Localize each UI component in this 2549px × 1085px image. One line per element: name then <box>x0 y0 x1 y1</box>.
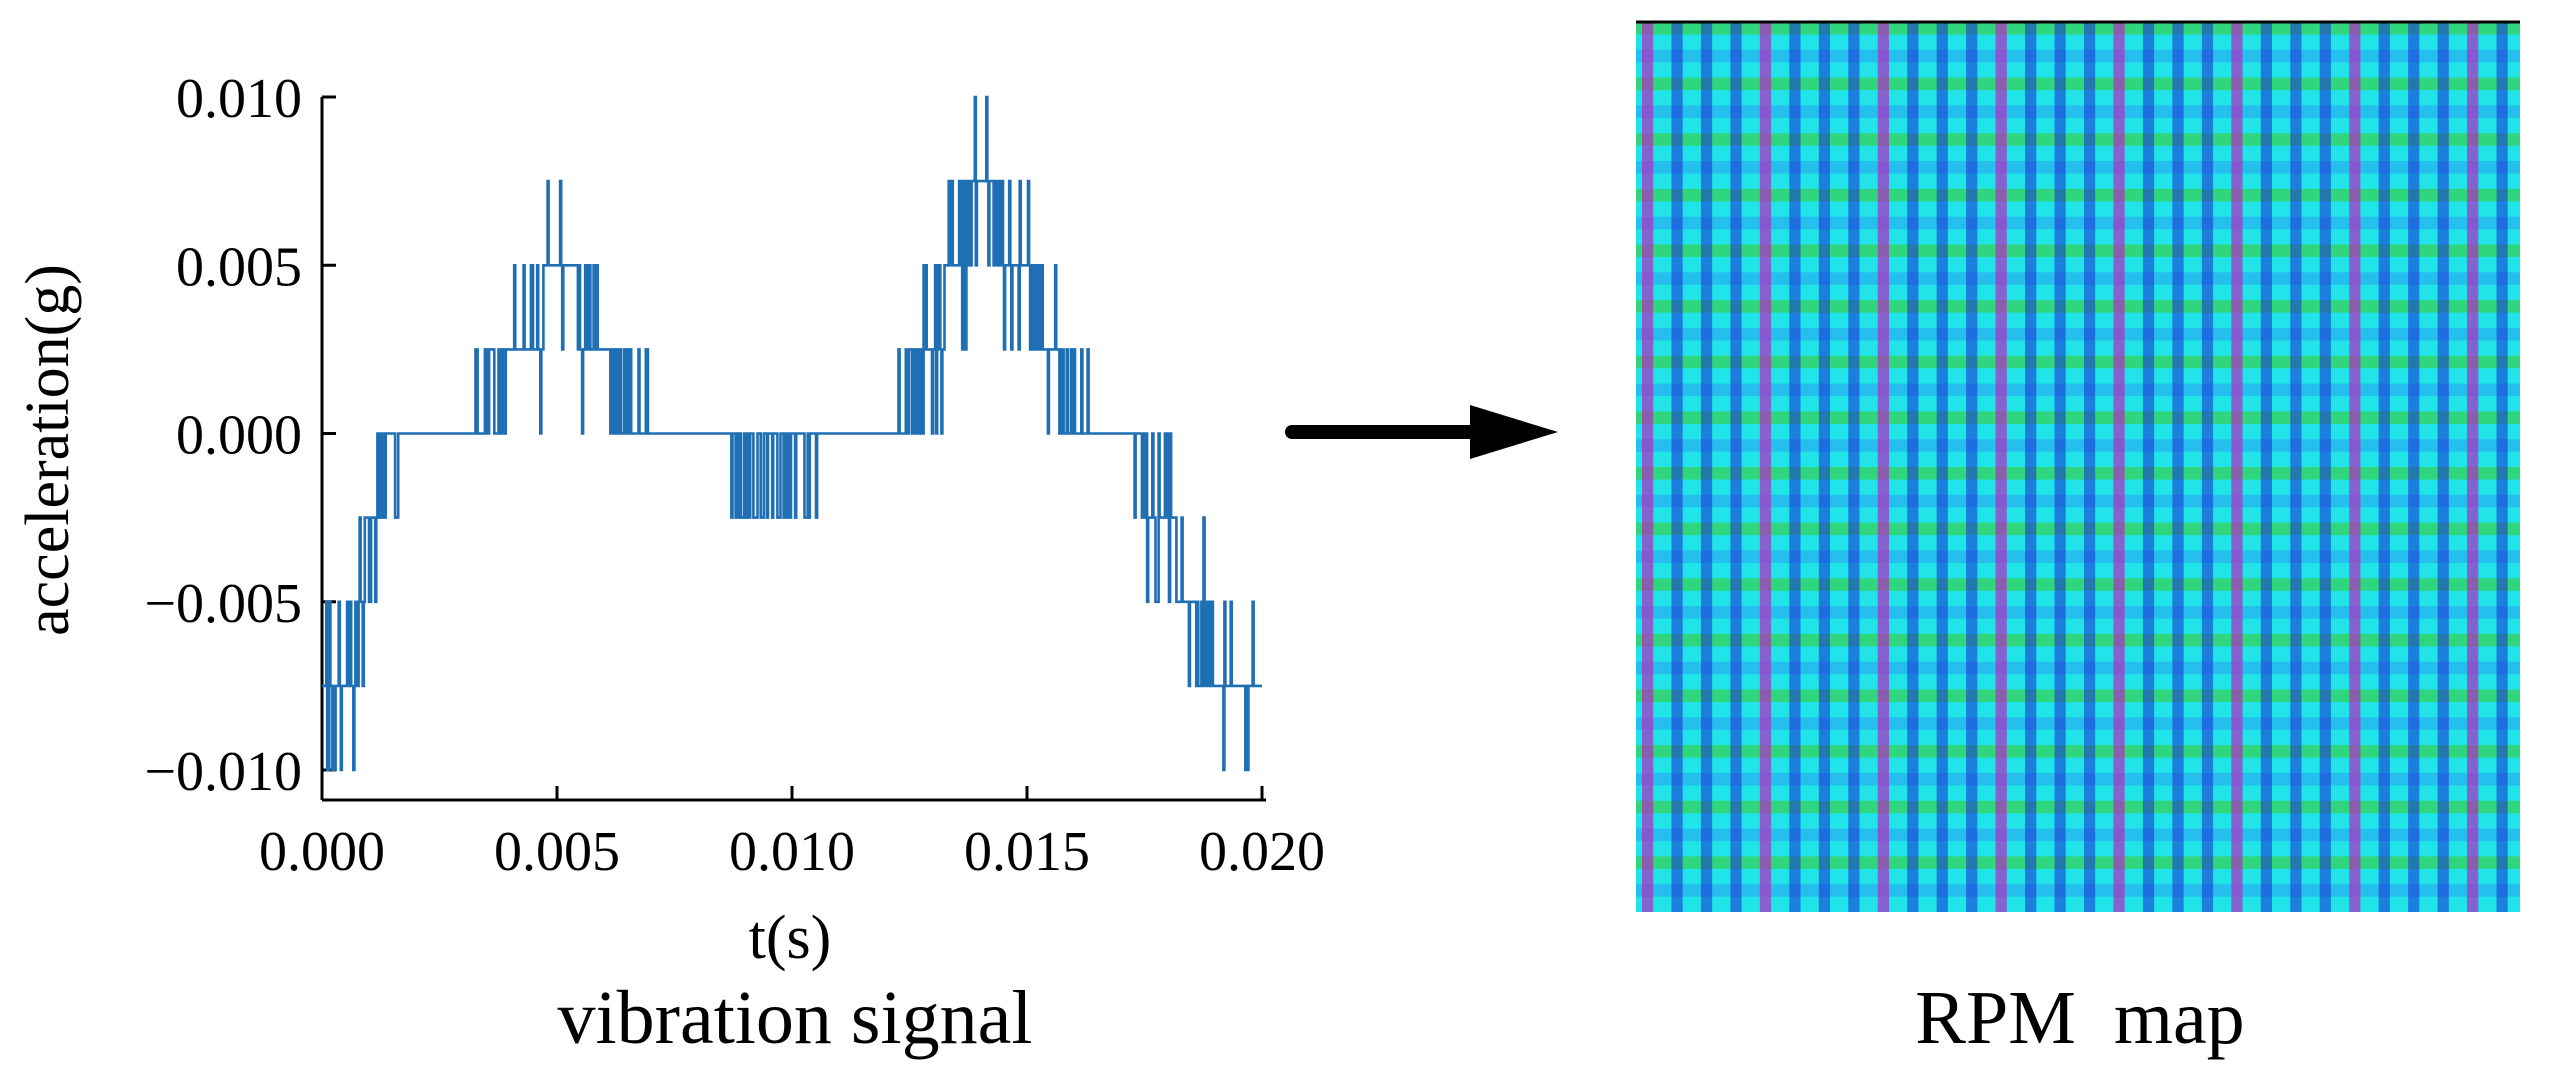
rpm-map-column-band <box>2496 22 2508 912</box>
rpm-map-column-band <box>2408 22 2420 912</box>
y-tick-label: −0.010 <box>144 741 302 803</box>
rpm-map-column-band <box>2349 22 2361 912</box>
y-tick-label: 0.010 <box>176 68 302 130</box>
x-axis-label: t(s) <box>749 904 832 972</box>
x-tick-label: 0.015 <box>964 821 1090 883</box>
rpm-map-column-band <box>1671 22 1683 912</box>
rpm-map-column-band <box>1789 22 1801 912</box>
rpm-map-column-band <box>2113 22 2125 912</box>
rpm-map-column-band <box>1995 22 2007 912</box>
x-tick-label: 0.020 <box>1199 821 1325 883</box>
rpm-map-column-band <box>1700 22 1713 912</box>
rpm-map-column-band <box>1907 22 1919 912</box>
vibration-series-line <box>322 95 1262 772</box>
rpm-map-column-band <box>2260 22 2272 912</box>
rpm-map-column-band <box>2054 22 2066 912</box>
x-tick-label: 0.000 <box>259 821 385 883</box>
right-caption: RPM map <box>1915 976 2244 1060</box>
rpm-map-column-band <box>1642 22 1654 912</box>
rpm-map-column-band <box>2231 22 2243 912</box>
left-caption: vibration signal <box>558 976 1033 1060</box>
rpm-map-column-bands <box>1642 22 2508 912</box>
rpm-map-column-band <box>2467 22 2479 912</box>
rpm-map-column-band <box>1759 22 1772 912</box>
rpm-map-column-band <box>2290 22 2302 912</box>
rpm-map-column-band <box>2201 22 2214 912</box>
arrow-right-icon <box>1285 405 1558 459</box>
rpm-map-column-band <box>1877 22 1889 912</box>
rpm-map-column-band <box>2025 22 2037 912</box>
rpm-map-column-band <box>2084 22 2096 912</box>
rpm-map-column-band <box>1730 22 1742 912</box>
rpm-map-column-band <box>2437 22 2449 912</box>
rpm-map-column-band <box>1848 22 1860 912</box>
rpm-map-column-band <box>1936 22 1948 912</box>
rpm-map-heatmap: RPM map <box>1636 20 2520 1060</box>
rpm-map-column-band <box>2142 22 2155 912</box>
rpm-map-column-band <box>2319 22 2331 912</box>
y-axis-ticks: −0.010 −0.005 0.000 0.005 0.010 <box>144 68 336 803</box>
y-tick-label: 0.000 <box>176 405 302 467</box>
rpm-map-column-band <box>2378 22 2390 912</box>
rpm-map-column-band <box>2172 22 2184 912</box>
y-axis-label: acceleration(g) <box>14 264 82 636</box>
x-tick-label: 0.010 <box>729 821 855 883</box>
y-tick-label: −0.005 <box>144 573 302 635</box>
y-tick-label: 0.005 <box>176 236 302 298</box>
rpm-map-column-band <box>1966 22 1978 912</box>
x-axis-ticks: 0.000 0.005 0.010 0.015 0.020 <box>259 786 1325 883</box>
rpm-map-column-band <box>1818 22 1830 912</box>
x-tick-label: 0.005 <box>494 821 620 883</box>
